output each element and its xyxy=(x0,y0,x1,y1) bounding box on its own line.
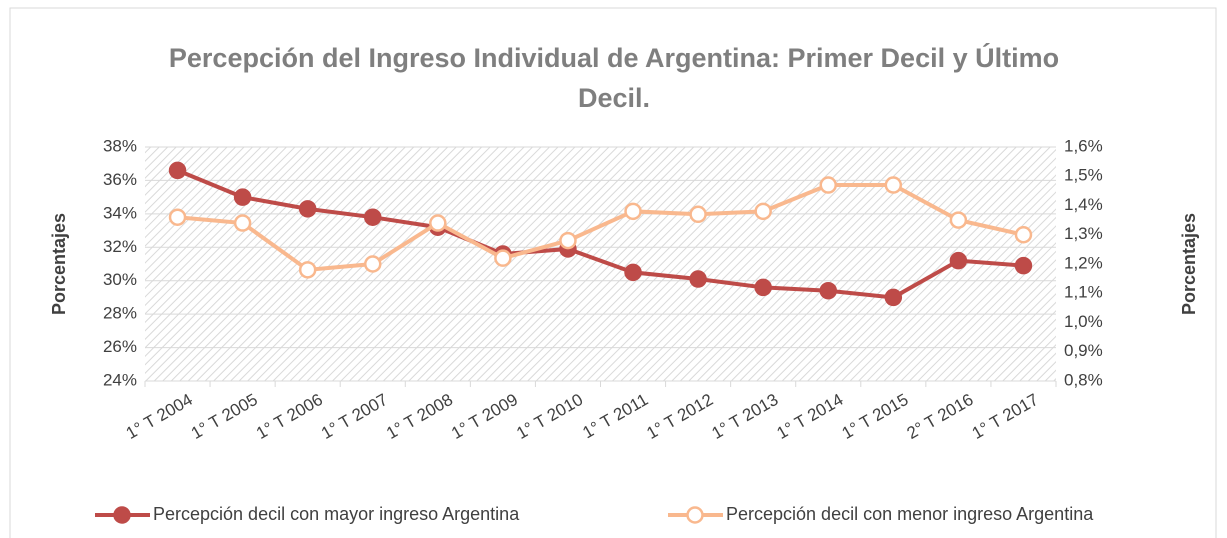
x-tick-label: 1° T 2014 xyxy=(774,390,847,443)
data-point xyxy=(754,202,772,221)
x-tick-label: 1° T 2005 xyxy=(188,390,261,443)
x-tick-label: 1° T 2008 xyxy=(383,390,456,443)
y-axis-label: Porcentajes xyxy=(49,213,69,315)
data-point xyxy=(754,278,772,297)
data-point xyxy=(819,176,837,194)
x-tick-label: 1° T 2009 xyxy=(448,390,521,443)
data-point xyxy=(168,208,187,226)
data-point xyxy=(884,288,903,307)
x-tick-label: 1° T 2007 xyxy=(318,390,391,443)
data-point xyxy=(364,255,382,273)
y2-tick-label: 1,6% xyxy=(1064,136,1103,155)
plot-area xyxy=(145,147,1056,381)
chart-border xyxy=(9,7,1217,538)
x-tick-label: 1° T 2015 xyxy=(839,390,912,443)
series-line xyxy=(176,168,1024,300)
data-point xyxy=(1014,226,1033,244)
y2-tick-label: 1,4% xyxy=(1064,195,1103,214)
y2-tick-label: 1,0% xyxy=(1064,312,1103,331)
x-tick-label: 1° T 2017 xyxy=(969,390,1042,443)
y-tick-label: 30% xyxy=(103,270,137,289)
y-tick-label: 36% xyxy=(103,170,137,189)
x-tick-label: 1° T 2004 xyxy=(123,390,196,443)
data-point xyxy=(949,211,968,229)
data-point xyxy=(168,161,187,180)
data-point xyxy=(298,200,317,218)
data-point xyxy=(298,261,317,279)
data-point xyxy=(233,214,252,232)
legend-label: Percepción decil con menor ingreso Argen… xyxy=(726,504,1094,524)
data-point xyxy=(819,281,837,300)
y-tick-label: 28% xyxy=(103,304,137,323)
y2-tick-label: 1,5% xyxy=(1064,166,1103,185)
y2-axis-label: Porcentajes xyxy=(1179,213,1199,315)
x-tick-label: 1° T 2012 xyxy=(643,390,716,443)
y-tick-label: 34% xyxy=(103,203,137,222)
legend-marker xyxy=(113,506,131,524)
data-point xyxy=(364,208,382,226)
data-point xyxy=(624,263,642,282)
y-tick-label: 38% xyxy=(103,136,137,155)
y2-tick-label: 1,1% xyxy=(1064,283,1103,302)
x-tick-label: 1° T 2013 xyxy=(708,390,781,443)
data-point xyxy=(233,188,252,206)
data-point xyxy=(689,270,707,288)
data-point xyxy=(689,205,707,224)
legend-label: Percepción decil con mayor ingreso Argen… xyxy=(153,504,520,524)
y2-tick-label: 0,8% xyxy=(1064,370,1103,389)
x-tick-label: 1° T 2010 xyxy=(513,390,586,443)
data-point xyxy=(494,249,512,267)
data-point xyxy=(884,176,903,194)
x-tick-label: 1° T 2011 xyxy=(579,390,651,442)
legend-marker xyxy=(686,506,704,524)
y2-tick-label: 1,2% xyxy=(1064,253,1103,272)
y2-tick-label: 0,9% xyxy=(1064,341,1103,360)
series-line xyxy=(177,183,1024,272)
y-tick-label: 24% xyxy=(103,370,137,389)
data-point xyxy=(1014,256,1033,275)
y2-tick-label: 1,3% xyxy=(1064,224,1103,243)
data-point xyxy=(949,251,968,270)
data-point xyxy=(624,202,642,221)
y-tick-label: 32% xyxy=(103,237,137,256)
y-tick-label: 26% xyxy=(103,337,137,356)
data-point xyxy=(559,231,577,250)
x-tick-label: 2° T 2016 xyxy=(904,390,977,443)
chart-title: Percepción del Ingreso Individual de Arg… xyxy=(168,43,1060,113)
data-point xyxy=(429,214,447,232)
x-tick-label: 1° T 2006 xyxy=(253,390,326,443)
